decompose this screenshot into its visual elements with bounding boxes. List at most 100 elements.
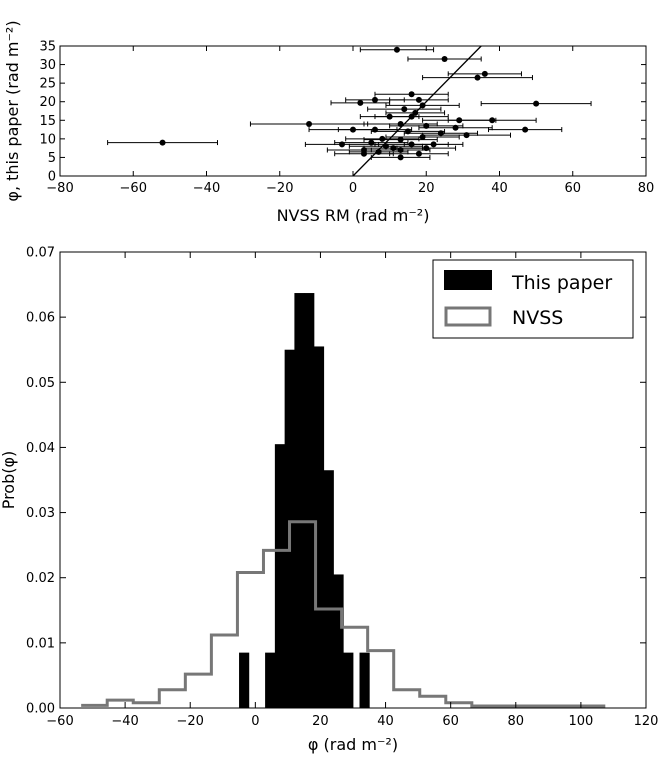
scatter-x-tick-label: −80	[46, 181, 73, 196]
histogram-x-axis-label: φ (rad m⁻²)	[308, 735, 398, 754]
this-paper-bar	[323, 470, 334, 708]
scatter-marker	[415, 150, 422, 157]
scatter-point-35	[403, 141, 464, 148]
scatter-marker	[423, 145, 430, 152]
scatter-y-tick-label: 20	[39, 95, 56, 110]
scatter-marker	[379, 135, 386, 142]
scatter-point-28	[345, 135, 420, 142]
scatter-marker	[481, 70, 488, 77]
this-paper-bar	[294, 293, 305, 708]
scatter-x-tick-label: −60	[120, 181, 147, 196]
scatter-x-tick-label: −40	[193, 181, 220, 196]
this-paper-bar	[265, 652, 276, 708]
this-paper-bar	[359, 652, 370, 708]
this-paper-bar	[343, 652, 354, 708]
histogram-x-tick-label: 80	[508, 714, 525, 729]
scatter-y-tick-label: 25	[39, 77, 56, 92]
scatter-x-axis-label: NVSS RM (rad m⁻²)	[277, 206, 430, 225]
scatter-x-tick-label: 60	[564, 181, 581, 196]
scatter-y-tick-label: 15	[39, 114, 56, 129]
legend-label-this-paper: This paper	[511, 272, 612, 294]
this-paper-bar	[239, 652, 250, 708]
histogram-panel: −60 −40 −20 0 20 40 60 80 100 120 0.00 0.01 0.02 0.03…	[0, 246, 658, 755]
scatter-marker	[456, 117, 463, 124]
histogram-x-tick-label: −40	[111, 714, 138, 729]
histogram-plot-frame	[59, 251, 647, 709]
scatter-point-16	[422, 117, 497, 124]
histogram-x-tick-label: 60	[442, 714, 459, 729]
histogram-x-tick-label: 40	[377, 714, 394, 729]
scatter-x-tick-label: −20	[266, 181, 293, 196]
scatter-point-8	[330, 99, 391, 106]
scatter-marker	[397, 136, 404, 143]
scatter-point-4	[422, 74, 533, 81]
legend: This paper NVSS	[432, 259, 634, 339]
scatter-point-29	[363, 136, 438, 143]
scatter-marker	[401, 106, 408, 113]
histogram-x-tick-label: −60	[46, 714, 73, 729]
scatter-point-7	[389, 96, 449, 103]
scatter-point-43	[370, 154, 431, 161]
scatter-point-42	[334, 150, 394, 157]
scatter-marker	[397, 154, 404, 161]
this-paper-bar	[304, 293, 315, 708]
scatter-point-3	[447, 70, 522, 77]
scatter-point-9	[480, 100, 592, 107]
scatter-marker	[339, 141, 346, 148]
scatter-marker	[360, 150, 367, 157]
histogram-y-tick-label: 0.06	[26, 311, 55, 326]
scatter-marker	[430, 141, 437, 148]
scatter-point-12	[385, 109, 446, 116]
scatter-marker	[419, 134, 426, 140]
histogram-y-axis-label: Prob(φ)	[0, 451, 18, 510]
scatter-marker	[393, 46, 400, 53]
scatter-x-tick-label: 0	[349, 181, 357, 196]
scatter-point-20	[418, 124, 493, 131]
scatter-y-axis-label: φ, this paper (rad m⁻²)	[3, 20, 22, 201]
histogram-y-tick-label: 0.07	[26, 246, 55, 261]
histogram-x-tick-label: 0	[251, 714, 259, 729]
scatter-point-30	[107, 139, 218, 146]
scatter-marker	[441, 56, 448, 62]
legend-label-nvss: NVSS	[512, 307, 563, 329]
scatter-point-21	[488, 126, 563, 133]
scatter-point-10	[385, 102, 460, 109]
scatter-y-tick-label: 35	[39, 40, 56, 55]
scatter-marker	[357, 99, 364, 106]
scatter-marker	[474, 74, 481, 81]
scatter-marker	[533, 100, 540, 107]
scatter-marker	[159, 139, 166, 146]
scatter-marker	[452, 124, 459, 131]
scatter-marker	[522, 126, 529, 133]
histogram-x-tick-label: 20	[312, 714, 329, 729]
histogram-x-tick-label: −20	[177, 714, 204, 729]
scatter-point-11	[367, 106, 442, 113]
legend-swatch-nvss	[444, 306, 492, 327]
this-paper-bar	[333, 574, 344, 708]
histogram-y-tick-label: 0.01	[26, 636, 55, 651]
scatter-marker	[463, 132, 470, 139]
scatter-y-tick-label: 0	[48, 170, 56, 185]
scatter-marker	[408, 91, 415, 98]
histogram-y-tick-label: 0.04	[26, 441, 55, 456]
scatter-marker	[350, 126, 356, 133]
scatter-point-1	[359, 46, 435, 53]
legend-swatch-this-paper	[444, 270, 492, 290]
scatter-point-39	[396, 145, 457, 152]
this-paper-bar	[313, 346, 325, 708]
scatter-point-18	[249, 121, 369, 127]
scatter-y-tick-label: 5	[48, 151, 56, 166]
scatter-x-tick-label: 40	[491, 181, 508, 196]
scatter-point-41	[389, 150, 449, 157]
scatter-marker	[306, 121, 313, 127]
scatter-marker	[419, 102, 426, 109]
nvss-step-line	[81, 520, 606, 708]
scatter-marker	[415, 96, 422, 103]
scatter-x-tick-label: 20	[418, 181, 435, 196]
scatter-marker	[408, 113, 415, 120]
scatter-panel: −80 −60 −40 −20 0 20 40 60 80 0 5 10 15 20 25 30 35 NVSS…	[3, 20, 654, 225]
scatter-marker	[371, 96, 378, 103]
histogram-x-tick-label: 100	[568, 714, 593, 729]
scatter-point-5	[374, 91, 449, 98]
